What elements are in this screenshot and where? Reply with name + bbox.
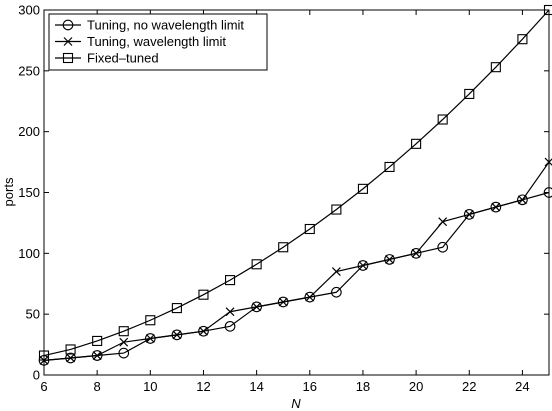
x-tick-label: 6 — [40, 379, 47, 394]
data-point — [278, 242, 289, 253]
data-point — [38, 350, 50, 361]
legend-box — [48, 13, 268, 71]
x-tick-label: 12 — [196, 379, 210, 394]
legend-marker — [63, 37, 73, 46]
data-point — [411, 138, 422, 149]
y-tick-label: 200 — [18, 124, 40, 139]
y-tick-label: 100 — [18, 246, 40, 261]
data-point — [145, 315, 156, 326]
data-point — [384, 161, 395, 172]
y-tick-label: 0 — [33, 368, 40, 383]
x-tick-label: 20 — [409, 379, 423, 394]
data-point — [331, 204, 342, 215]
data-point — [225, 307, 235, 317]
data-point — [145, 334, 155, 343]
data-point — [144, 333, 156, 344]
legend-marker — [62, 19, 74, 31]
legend-item: Fixed–tuned — [55, 51, 159, 66]
data-point — [199, 326, 208, 336]
data-point — [278, 297, 288, 307]
data-point — [543, 187, 552, 198]
legend-label: Tuning, wavelength limit — [87, 34, 226, 49]
data-point — [517, 194, 528, 206]
legend-item: Tuning, no wavelength limit — [55, 18, 244, 33]
data-point — [463, 209, 475, 220]
x-tick-label: 14 — [249, 379, 263, 394]
data-point — [252, 302, 262, 312]
data-point — [118, 326, 129, 337]
y-axis-label: ports — [1, 177, 16, 206]
data-point — [251, 259, 262, 270]
x-tick-label: 18 — [356, 379, 370, 394]
series-line — [43, 161, 550, 361]
legend-label: Fixed–tuned — [87, 51, 159, 66]
plot-area — [43, 9, 550, 376]
data-point — [277, 296, 289, 308]
data-point — [171, 329, 183, 341]
data-point — [411, 248, 421, 258]
x-tick-label: 8 — [94, 379, 101, 394]
x-tick-label: 10 — [143, 379, 157, 394]
series-square — [38, 4, 552, 361]
data-point — [438, 217, 448, 227]
data-point — [119, 337, 129, 347]
data-point — [490, 201, 502, 213]
data-point — [172, 330, 182, 340]
legend-item: Tuning, wavelength limit — [55, 34, 226, 49]
data-point — [92, 351, 102, 360]
data-point — [464, 209, 474, 219]
data-point — [251, 301, 262, 313]
x-axis-label: N — [291, 396, 301, 411]
data-point — [490, 62, 501, 73]
legend-label: Tuning, no wavelength limit — [87, 18, 244, 33]
data-point — [305, 292, 315, 302]
data-point — [385, 254, 394, 264]
data-point — [331, 286, 342, 298]
data-point — [224, 320, 236, 332]
y-tick-label: 50 — [26, 307, 40, 322]
y-tick-label: 300 — [18, 3, 40, 18]
data-point — [464, 88, 475, 99]
data-point — [384, 254, 395, 265]
data-point — [198, 289, 209, 300]
x-tick-label: 16 — [303, 379, 317, 394]
data-point — [517, 34, 528, 45]
x-tick-label: 22 — [462, 379, 476, 394]
legend-marker — [62, 52, 74, 64]
data-point — [304, 291, 316, 303]
data-point — [357, 260, 369, 271]
axis-ticks: 6 8 10 12 14 16 18 20 22 24 0 50 100 150 200 250 300 — [18, 3, 549, 394]
data-point — [491, 202, 501, 212]
data-point — [517, 195, 527, 205]
data-point — [331, 267, 341, 277]
data-point — [437, 241, 449, 253]
data-point — [65, 344, 76, 355]
data-point — [92, 335, 103, 346]
series-x — [39, 157, 552, 365]
data-point — [66, 353, 76, 363]
data-point — [543, 4, 552, 16]
data-point — [118, 347, 130, 359]
y-tick-label: 250 — [18, 63, 40, 78]
x-tick-label: 24 — [515, 379, 529, 394]
data-point — [410, 247, 422, 259]
data-point — [357, 183, 368, 194]
series-layer — [38, 4, 552, 366]
data-point — [358, 261, 368, 270]
data-point — [171, 303, 182, 314]
data-point — [437, 114, 448, 125]
data-point — [225, 275, 236, 286]
data-point — [304, 223, 315, 235]
y-tick-label: 150 — [18, 185, 40, 200]
data-point — [198, 325, 209, 337]
